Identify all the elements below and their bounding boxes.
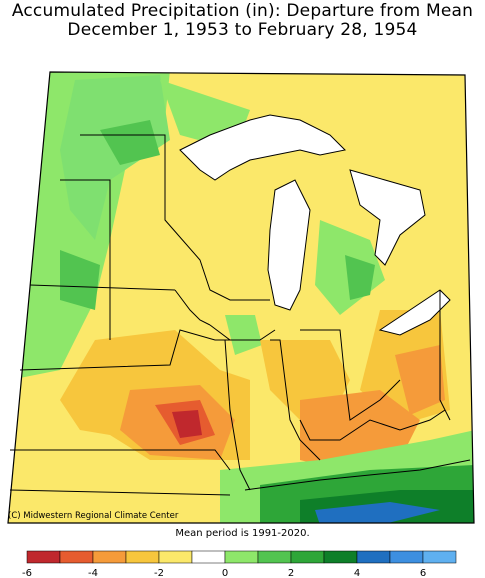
state-borders xyxy=(7,71,475,524)
legend-swatch xyxy=(125,550,160,564)
legend-tick-label: 4 xyxy=(354,568,360,578)
credit-label: (C) Midwestern Regional Climate Center xyxy=(8,511,179,521)
legend-swatch xyxy=(26,550,61,564)
legend-swatch xyxy=(257,550,292,564)
lake-erie xyxy=(378,289,451,336)
lake-superior xyxy=(179,114,347,181)
legend-tick-label: 2 xyxy=(288,568,294,578)
legend: -6 -4 -2 0 2 4 6 xyxy=(22,550,457,578)
great-lakes xyxy=(179,114,451,336)
precip-field xyxy=(8,72,474,523)
legend-swatch xyxy=(59,550,94,564)
lake-michigan xyxy=(267,179,311,311)
legend-tick-label: -6 xyxy=(22,568,32,578)
precipitation-map xyxy=(7,71,475,524)
legend-swatch xyxy=(224,550,259,564)
title-line-1: Accumulated Precipitation (in): Departur… xyxy=(11,1,474,21)
legend-tick-label: 0 xyxy=(222,568,228,578)
legend-swatch xyxy=(191,550,226,564)
legend-tick-label: -4 xyxy=(88,568,98,578)
legend-tick-label: -2 xyxy=(154,568,164,578)
lake-huron xyxy=(349,169,426,266)
legend-swatch xyxy=(92,550,127,564)
legend-swatch xyxy=(290,550,325,564)
legend-swatch xyxy=(356,550,391,564)
legend-swatch xyxy=(158,550,193,564)
legend-tick-label: 6 xyxy=(420,568,426,578)
mean-period-note: Mean period is 1991-2020. xyxy=(175,528,310,539)
legend-swatch xyxy=(422,550,457,564)
legend-swatch xyxy=(389,550,424,564)
title-line-2: December 1, 1953 to February 28, 1954 xyxy=(67,20,418,40)
legend-swatch xyxy=(323,550,358,564)
